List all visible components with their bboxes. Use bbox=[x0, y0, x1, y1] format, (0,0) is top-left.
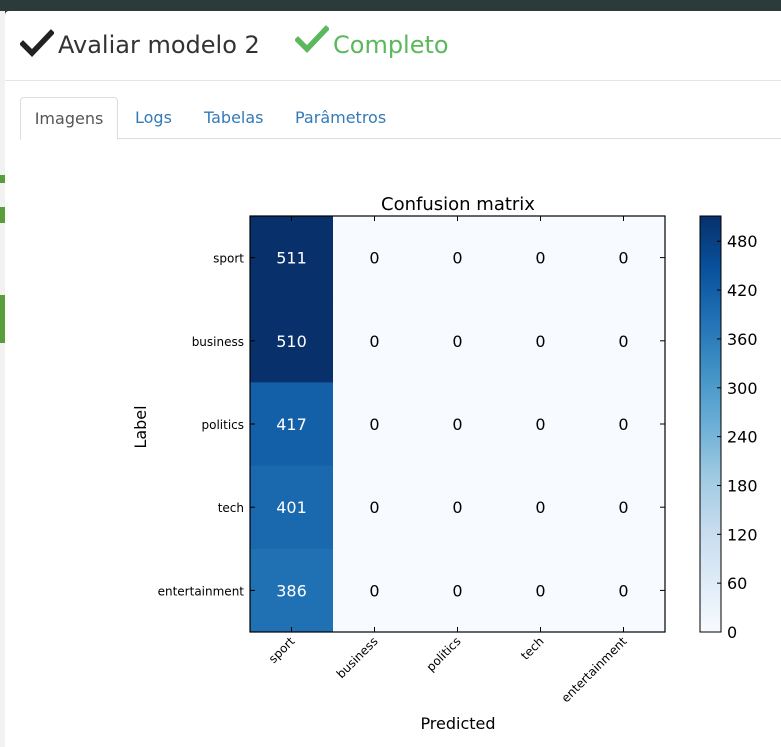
matrix-cell bbox=[416, 382, 500, 467]
y-tick-label: politics bbox=[201, 418, 244, 432]
matrix-cell bbox=[582, 382, 666, 467]
confusion-matrix-chart: Confusion matrix 511 0 0 0 0 510 0 0 0 0 417 0 0 0 0 40… bbox=[131, 194, 758, 733]
matrix-cell bbox=[333, 465, 417, 550]
colorbar-tick-label: 0 bbox=[727, 623, 737, 642]
colorbar-tick-label: 180 bbox=[727, 476, 758, 495]
background-edge-mark bbox=[0, 175, 5, 183]
matrix-cell bbox=[499, 548, 583, 633]
matrix-cell bbox=[582, 299, 666, 383]
matrix-cell bbox=[416, 299, 500, 383]
cell-value-label: 0 bbox=[535, 581, 545, 600]
x-tick-label: entertainment bbox=[559, 634, 630, 705]
status-check-icon bbox=[295, 25, 329, 53]
matrix-cell bbox=[250, 382, 334, 467]
colorbar-tick-label: 60 bbox=[727, 574, 747, 593]
matrix-cell bbox=[582, 216, 666, 300]
tab-logs[interactable]: Logs bbox=[135, 108, 172, 127]
cell-value-label: 0 bbox=[618, 581, 628, 600]
matrix-cell bbox=[250, 548, 334, 633]
cell-value-label: 0 bbox=[452, 332, 462, 351]
cell-value-label: 0 bbox=[535, 249, 545, 268]
x-tick-label: business bbox=[334, 634, 381, 681]
y-tick-label: business bbox=[192, 335, 244, 349]
cell-value-label: 0 bbox=[535, 498, 545, 517]
background-panel-edge bbox=[0, 11, 5, 747]
y-tick-label: entertainment bbox=[158, 584, 245, 598]
y-tick-labels: sport business politics tech entertainment bbox=[158, 252, 665, 598]
tab-imagens[interactable]: Imagens bbox=[20, 97, 118, 140]
modal-title: Avaliar modelo 2 bbox=[58, 31, 260, 59]
status-label: Completo bbox=[333, 31, 449, 59]
matrix-cell bbox=[499, 465, 583, 550]
tab-bar: Imagens Logs Tabelas Parâmetros bbox=[20, 97, 781, 140]
chart-title: Confusion matrix bbox=[381, 194, 535, 215]
matrix-cell bbox=[416, 465, 500, 550]
tab-parametros[interactable]: Parâmetros bbox=[295, 108, 387, 127]
cell-value-label: 0 bbox=[618, 498, 628, 517]
cell-value-label: 0 bbox=[369, 332, 379, 351]
evaluation-modal: Avaliar modelo 2 Completo Imagens Logs T… bbox=[5, 11, 781, 747]
modal-header: Avaliar modelo 2 Completo bbox=[5, 11, 781, 81]
cell-value-label: 0 bbox=[452, 581, 462, 600]
colorbar-tick-label: 420 bbox=[727, 281, 758, 300]
colorbar-tick-label: 300 bbox=[727, 379, 758, 398]
tab-tabelas[interactable]: Tabelas bbox=[204, 108, 264, 127]
matrix-cell bbox=[416, 548, 500, 633]
y-tick-label: tech bbox=[218, 501, 244, 515]
y-axis-label: Label bbox=[131, 405, 150, 448]
colorbar-tick-label: 480 bbox=[727, 232, 758, 251]
matrix-cell bbox=[333, 299, 417, 383]
colorbar bbox=[699, 215, 722, 633]
matrix-cell bbox=[250, 299, 334, 383]
matrix-cell bbox=[333, 548, 417, 633]
cell-value-label: 0 bbox=[618, 249, 628, 268]
cell-value-label: 0 bbox=[369, 498, 379, 517]
matrix-cell bbox=[250, 465, 334, 550]
x-tick-label: sport bbox=[266, 634, 298, 666]
cell-value-label: 0 bbox=[369, 581, 379, 600]
cell-value-label: 0 bbox=[452, 498, 462, 517]
background-edge-mark bbox=[0, 207, 5, 223]
cell-value-label: 401 bbox=[276, 498, 307, 517]
x-tick-label: tech bbox=[518, 634, 546, 662]
matrix-cell bbox=[250, 216, 334, 300]
matrix-cells: 511 0 0 0 0 510 0 0 0 0 417 0 0 0 0 401 0 0 0 0 386 0 0 0 0 bbox=[250, 216, 666, 633]
cell-value-label: 0 bbox=[618, 332, 628, 351]
matrix-cell bbox=[499, 299, 583, 383]
cell-value-label: 511 bbox=[276, 249, 307, 268]
matrix-cell bbox=[582, 548, 666, 633]
colorbar-tick-label: 120 bbox=[727, 525, 758, 544]
matrix-cell bbox=[499, 216, 583, 300]
colorbar-ticks: 0 60 120 180 240 300 360 420 480 bbox=[717, 232, 758, 642]
cell-value-label: 0 bbox=[618, 415, 628, 434]
matrix-cell bbox=[333, 382, 417, 467]
matrix-cell bbox=[333, 216, 417, 300]
cell-value-label: 0 bbox=[369, 415, 379, 434]
cell-value-label: 510 bbox=[276, 332, 307, 351]
background-edge-mark bbox=[0, 295, 5, 343]
colorbar-tick-label: 240 bbox=[727, 428, 758, 447]
y-tick-label: sport bbox=[213, 252, 244, 266]
matrix-cell bbox=[582, 465, 666, 550]
matrix-cell bbox=[416, 216, 500, 300]
x-tick-label: politics bbox=[424, 634, 464, 674]
matrix-cell bbox=[499, 382, 583, 467]
cell-value-label: 0 bbox=[535, 415, 545, 434]
cell-value-label: 0 bbox=[535, 332, 545, 351]
check-icon bbox=[20, 29, 54, 57]
colorbar-tick-label: 360 bbox=[727, 330, 758, 349]
cell-value-label: 386 bbox=[276, 581, 307, 600]
cell-value-label: 0 bbox=[452, 249, 462, 268]
cell-value-label: 0 bbox=[452, 415, 462, 434]
x-axis-label: Predicted bbox=[420, 714, 495, 733]
cell-value-label: 417 bbox=[276, 415, 307, 434]
cell-value-label: 0 bbox=[369, 249, 379, 268]
